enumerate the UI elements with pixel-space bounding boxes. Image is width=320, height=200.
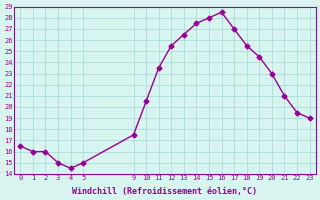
X-axis label: Windchill (Refroidissement éolien,°C): Windchill (Refroidissement éolien,°C) <box>72 187 258 196</box>
